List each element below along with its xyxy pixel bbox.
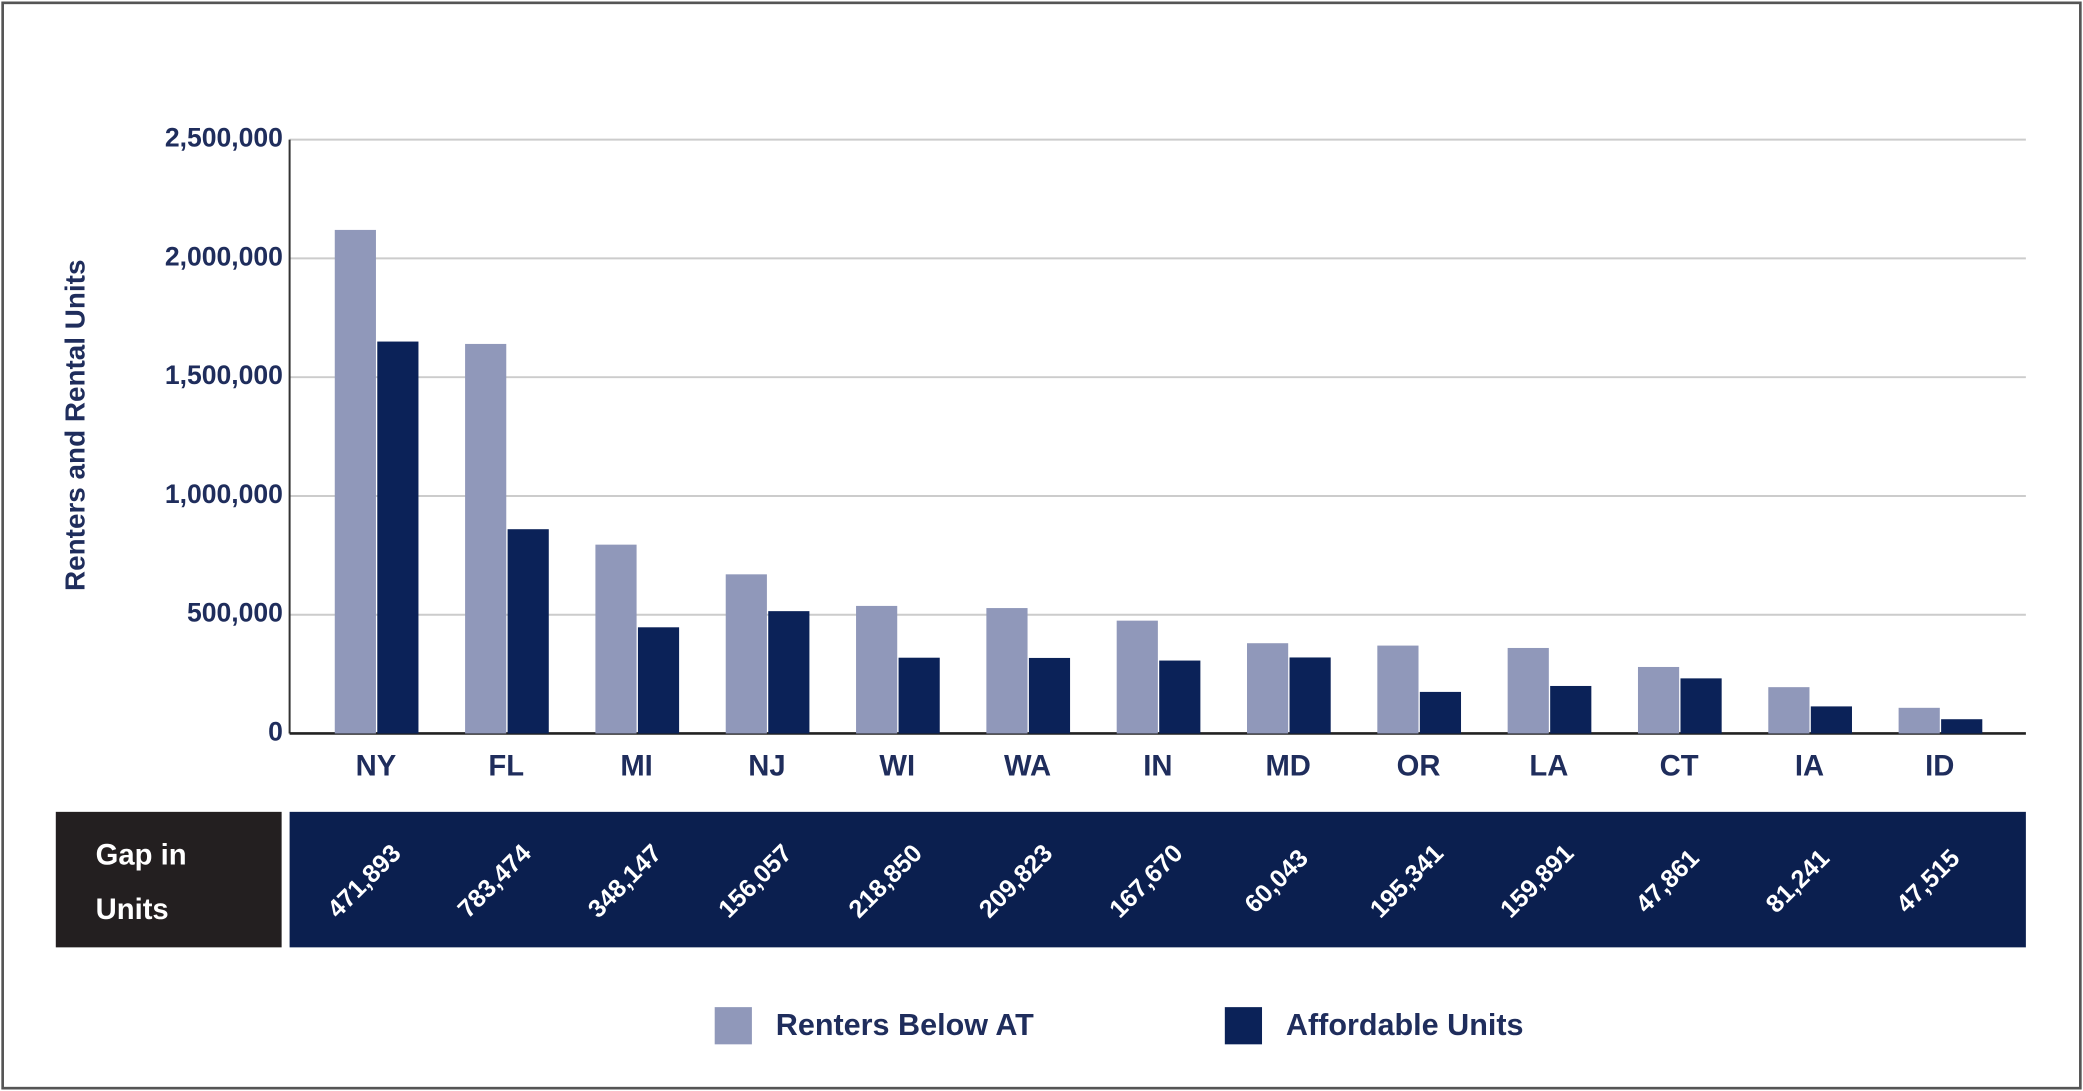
x-tick-label: WA [1004, 751, 1051, 783]
gap-band [289, 811, 2026, 948]
bar [465, 343, 507, 734]
bar [1289, 657, 1331, 734]
bar [1637, 666, 1680, 734]
y-tick-label: 1,500,000 [165, 360, 283, 390]
y-tick-label: 500,000 [187, 598, 283, 628]
bar [377, 341, 419, 734]
bar [725, 574, 767, 734]
x-tick-label: IN [1143, 751, 1172, 783]
x-tick-label: IA [1795, 751, 1824, 783]
x-tick-label: NJ [748, 751, 785, 783]
y-axis-label: Renters and Rental Units [59, 260, 90, 591]
bar [1810, 706, 1852, 734]
gap-title-box [55, 811, 282, 948]
x-tick-label: MI [620, 751, 652, 783]
bar [1680, 678, 1722, 734]
bar [1419, 691, 1462, 734]
gap-title: Gap in [96, 840, 187, 872]
y-tick-label: 1,000,000 [165, 479, 283, 509]
bar [1941, 719, 1983, 734]
y-tick-label: 2,500,000 [165, 123, 283, 153]
bar [1116, 620, 1158, 734]
x-tick-label: WI [879, 751, 915, 783]
legend-label: Affordable Units [1286, 1008, 1524, 1042]
legend-swatch [714, 1007, 752, 1045]
bar [1377, 645, 1419, 734]
x-tick-label: ID [1925, 751, 1954, 783]
bar [898, 657, 940, 734]
bar [595, 544, 637, 734]
legend-label: Renters Below AT [776, 1008, 1034, 1042]
y-tick-label: 2,000,000 [165, 241, 283, 271]
bar [1028, 657, 1071, 734]
y-tick-label: 0 [268, 716, 283, 746]
x-tick-label: NY [356, 751, 397, 783]
x-tick-label: CT [1660, 751, 1699, 783]
bar [1159, 660, 1201, 734]
x-tick-label: OR [1397, 751, 1441, 783]
bar [1898, 707, 1940, 734]
x-tick-label: LA [1529, 751, 1568, 783]
bar [768, 611, 810, 734]
bar [1550, 685, 1592, 734]
bar [856, 605, 898, 734]
bar [507, 529, 549, 734]
bar [1768, 687, 1810, 734]
bar [1507, 647, 1549, 734]
x-tick-label: MD [1265, 751, 1310, 783]
bar [1247, 643, 1289, 734]
gap-title: Units [96, 894, 169, 926]
bar [986, 608, 1028, 734]
x-tick-label: FL [488, 751, 524, 783]
bar [637, 627, 680, 734]
bar [334, 229, 376, 734]
legend-swatch [1224, 1007, 1263, 1045]
